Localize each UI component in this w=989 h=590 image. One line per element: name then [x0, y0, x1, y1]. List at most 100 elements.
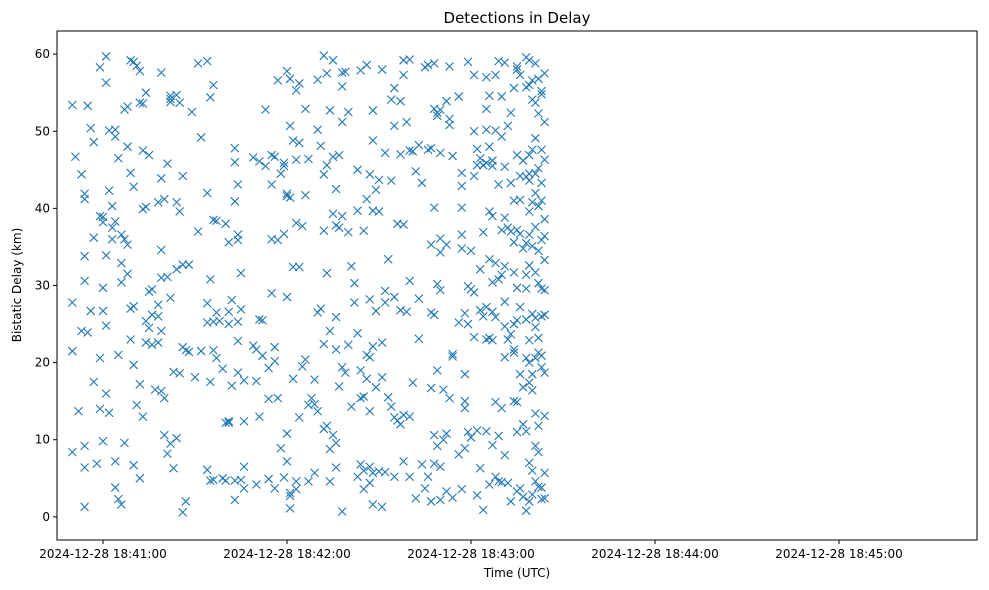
- data-point: [500, 261, 510, 271]
- data-point: [261, 161, 270, 171]
- data-point: [481, 104, 491, 114]
- data-point: [101, 251, 111, 260]
- data-point: [527, 369, 537, 379]
- data-point: [405, 55, 415, 64]
- data-point: [524, 458, 534, 468]
- data-point: [294, 412, 304, 422]
- data-point: [485, 91, 494, 101]
- data-point: [166, 293, 175, 303]
- data-point: [328, 55, 338, 65]
- data-point: [113, 494, 123, 504]
- data-point: [485, 480, 494, 489]
- data-point: [104, 408, 114, 418]
- data-point: [531, 188, 540, 198]
- data-point: [518, 492, 528, 502]
- data-point: [417, 178, 427, 188]
- data-point: [276, 443, 286, 453]
- data-point: [169, 463, 178, 473]
- data-point: [515, 483, 525, 493]
- data-point: [291, 85, 301, 95]
- chart-title: Detections in Delay: [444, 9, 591, 27]
- data-point: [414, 294, 424, 303]
- data-point: [386, 402, 396, 411]
- data-point: [205, 476, 215, 486]
- data-point: [89, 233, 99, 243]
- data-point: [481, 426, 491, 436]
- data-point: [209, 80, 218, 90]
- data-point: [531, 133, 540, 143]
- data-point: [123, 102, 132, 111]
- data-point: [460, 443, 470, 453]
- data-point: [80, 251, 89, 261]
- data-point: [472, 490, 482, 500]
- data-point: [138, 99, 148, 108]
- data-point: [129, 301, 139, 311]
- data-point: [380, 286, 390, 296]
- data-point: [248, 153, 258, 162]
- data-point: [423, 472, 433, 482]
- data-point: [248, 341, 258, 351]
- data-point: [389, 472, 399, 482]
- y-axis: 0 10 20 30 40 50 60: [35, 47, 57, 524]
- data-point: [540, 155, 549, 165]
- data-point: [319, 226, 329, 236]
- data-point: [294, 138, 304, 148]
- data-point: [497, 270, 507, 280]
- data-point: [209, 475, 218, 485]
- data-point: [110, 132, 120, 142]
- data-point: [497, 132, 507, 142]
- data-point: [273, 393, 283, 403]
- data-point: [537, 178, 546, 188]
- data-point: [432, 279, 442, 289]
- data-point: [337, 507, 347, 516]
- data-point: [457, 181, 467, 191]
- data-point: [141, 338, 151, 347]
- data-point: [172, 433, 181, 443]
- data-point: [521, 426, 531, 436]
- data-point: [325, 476, 335, 486]
- data-point: [227, 295, 237, 305]
- data-point: [527, 309, 537, 319]
- data-point: [500, 58, 510, 68]
- data-point: [500, 213, 510, 223]
- data-point: [239, 375, 249, 385]
- data-point: [432, 111, 442, 121]
- data-point: [147, 284, 157, 294]
- data-point: [156, 326, 166, 336]
- data-point: [497, 225, 507, 235]
- data-point: [288, 374, 298, 384]
- data-point: [429, 459, 439, 469]
- data-point: [497, 92, 507, 101]
- data-point: [540, 411, 549, 421]
- data-point: [426, 383, 436, 393]
- data-point: [255, 315, 264, 324]
- data-point: [156, 68, 166, 78]
- data-point: [156, 245, 166, 255]
- y-tick-label: 10: [35, 433, 50, 447]
- data-point: [291, 218, 301, 228]
- data-point: [491, 70, 500, 80]
- data-point: [285, 488, 295, 498]
- data-point: [485, 254, 494, 264]
- data-point: [457, 168, 467, 178]
- data-point: [221, 219, 231, 229]
- data-point: [313, 125, 323, 135]
- data-point: [356, 460, 365, 469]
- data-point: [175, 98, 185, 108]
- data-point: [251, 480, 261, 489]
- data-point: [267, 288, 277, 298]
- data-point: [475, 153, 485, 163]
- data-point: [377, 502, 387, 512]
- y-tick-label: 40: [35, 201, 50, 215]
- data-point: [110, 217, 120, 226]
- y-tick-label: 60: [35, 47, 50, 61]
- data-point: [178, 260, 188, 270]
- data-point: [383, 392, 393, 402]
- data-point: [316, 141, 326, 151]
- data-point: [279, 161, 289, 171]
- data-point: [442, 240, 451, 250]
- data-point: [488, 211, 497, 221]
- data-point: [389, 83, 399, 93]
- data-point: [435, 105, 445, 115]
- data-point: [202, 188, 212, 198]
